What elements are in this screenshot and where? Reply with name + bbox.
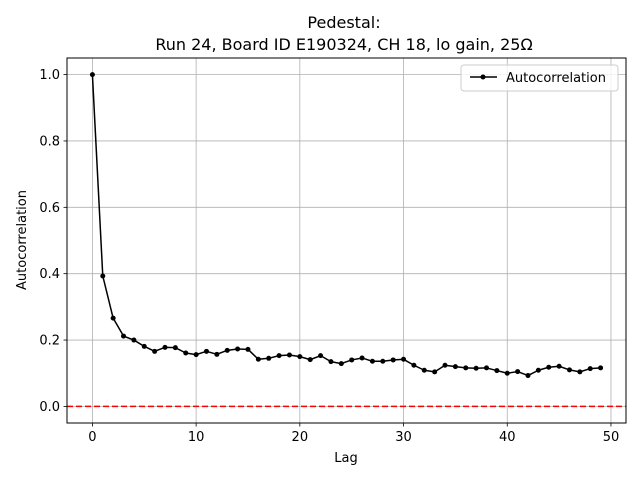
data-point <box>121 333 127 339</box>
data-point <box>598 365 604 371</box>
data-point <box>297 354 303 360</box>
data-point <box>566 367 572 373</box>
x-tick-label: 50 <box>603 430 620 445</box>
data-point <box>307 357 313 363</box>
chart-title-line1: Pedestal: <box>307 13 380 32</box>
data-point <box>515 369 521 375</box>
data-point <box>224 347 230 353</box>
data-point <box>162 344 168 350</box>
x-axis-label: Lag <box>334 451 357 466</box>
data-point <box>131 337 137 343</box>
data-point <box>141 343 147 349</box>
x-tick-label: 40 <box>499 430 516 445</box>
y-tick-label: 0.2 <box>39 334 60 349</box>
y-tick-label: 0.8 <box>39 134 60 149</box>
data-point <box>276 353 282 359</box>
y-tick-label: 0.0 <box>39 400 60 415</box>
data-point <box>255 356 261 362</box>
data-point <box>266 355 272 361</box>
data-point <box>110 315 116 321</box>
data-point <box>235 346 241 352</box>
data-point <box>100 273 106 279</box>
y-tick-label: 0.6 <box>39 201 60 216</box>
legend-box <box>460 64 619 92</box>
data-point <box>463 365 469 371</box>
data-point <box>349 357 355 363</box>
data-point <box>193 352 199 358</box>
legend-label: Autocorrelation <box>506 71 606 86</box>
plot-frame <box>66 57 627 424</box>
data-point <box>484 365 490 371</box>
data-point <box>401 356 407 362</box>
data-point <box>432 369 438 375</box>
legend: Autocorrelation <box>460 64 619 92</box>
data-point <box>577 369 583 375</box>
data-point <box>286 352 292 358</box>
data-point <box>525 373 531 379</box>
chart-title-line2: Run 24, Board ID E190324, CH 18, lo gain… <box>155 35 532 54</box>
data-point <box>152 348 158 354</box>
data-point <box>556 363 562 369</box>
data-point <box>411 362 417 368</box>
grid-lines <box>67 58 626 423</box>
x-tick-label: 20 <box>292 430 309 445</box>
data-point <box>494 368 500 374</box>
legend-marker-swatch <box>480 74 486 80</box>
data-point <box>390 357 396 363</box>
data-point <box>380 358 386 364</box>
data-point <box>421 367 427 373</box>
data-point <box>183 350 189 356</box>
data-point <box>172 345 178 351</box>
y-tick-label: 0.4 <box>39 267 60 282</box>
data-series <box>89 72 604 379</box>
data-point <box>245 346 251 352</box>
y-axis-label: Autocorrelation <box>15 190 30 290</box>
data-point <box>359 355 365 361</box>
data-point <box>369 358 375 364</box>
data-point <box>338 361 344 367</box>
data-point <box>473 365 479 371</box>
axis-ticks: 0 10 20 30 40 50 0.0 0.2 0.4 0.6 0.8 1.0 <box>39 68 619 445</box>
data-point <box>452 364 458 370</box>
data-point <box>214 351 220 357</box>
data-point <box>546 364 552 370</box>
y-tick-label: 1.0 <box>39 68 60 83</box>
data-point <box>587 366 593 372</box>
data-point <box>89 72 95 78</box>
data-point <box>318 353 324 359</box>
x-tick-label: 30 <box>395 430 412 445</box>
x-tick-label: 10 <box>188 430 205 445</box>
series-line <box>91 74 601 377</box>
data-point <box>504 370 510 376</box>
data-point <box>328 359 334 365</box>
x-tick-label: 0 <box>88 430 96 445</box>
data-point <box>203 348 209 354</box>
data-point <box>535 367 541 373</box>
data-point <box>442 362 448 368</box>
